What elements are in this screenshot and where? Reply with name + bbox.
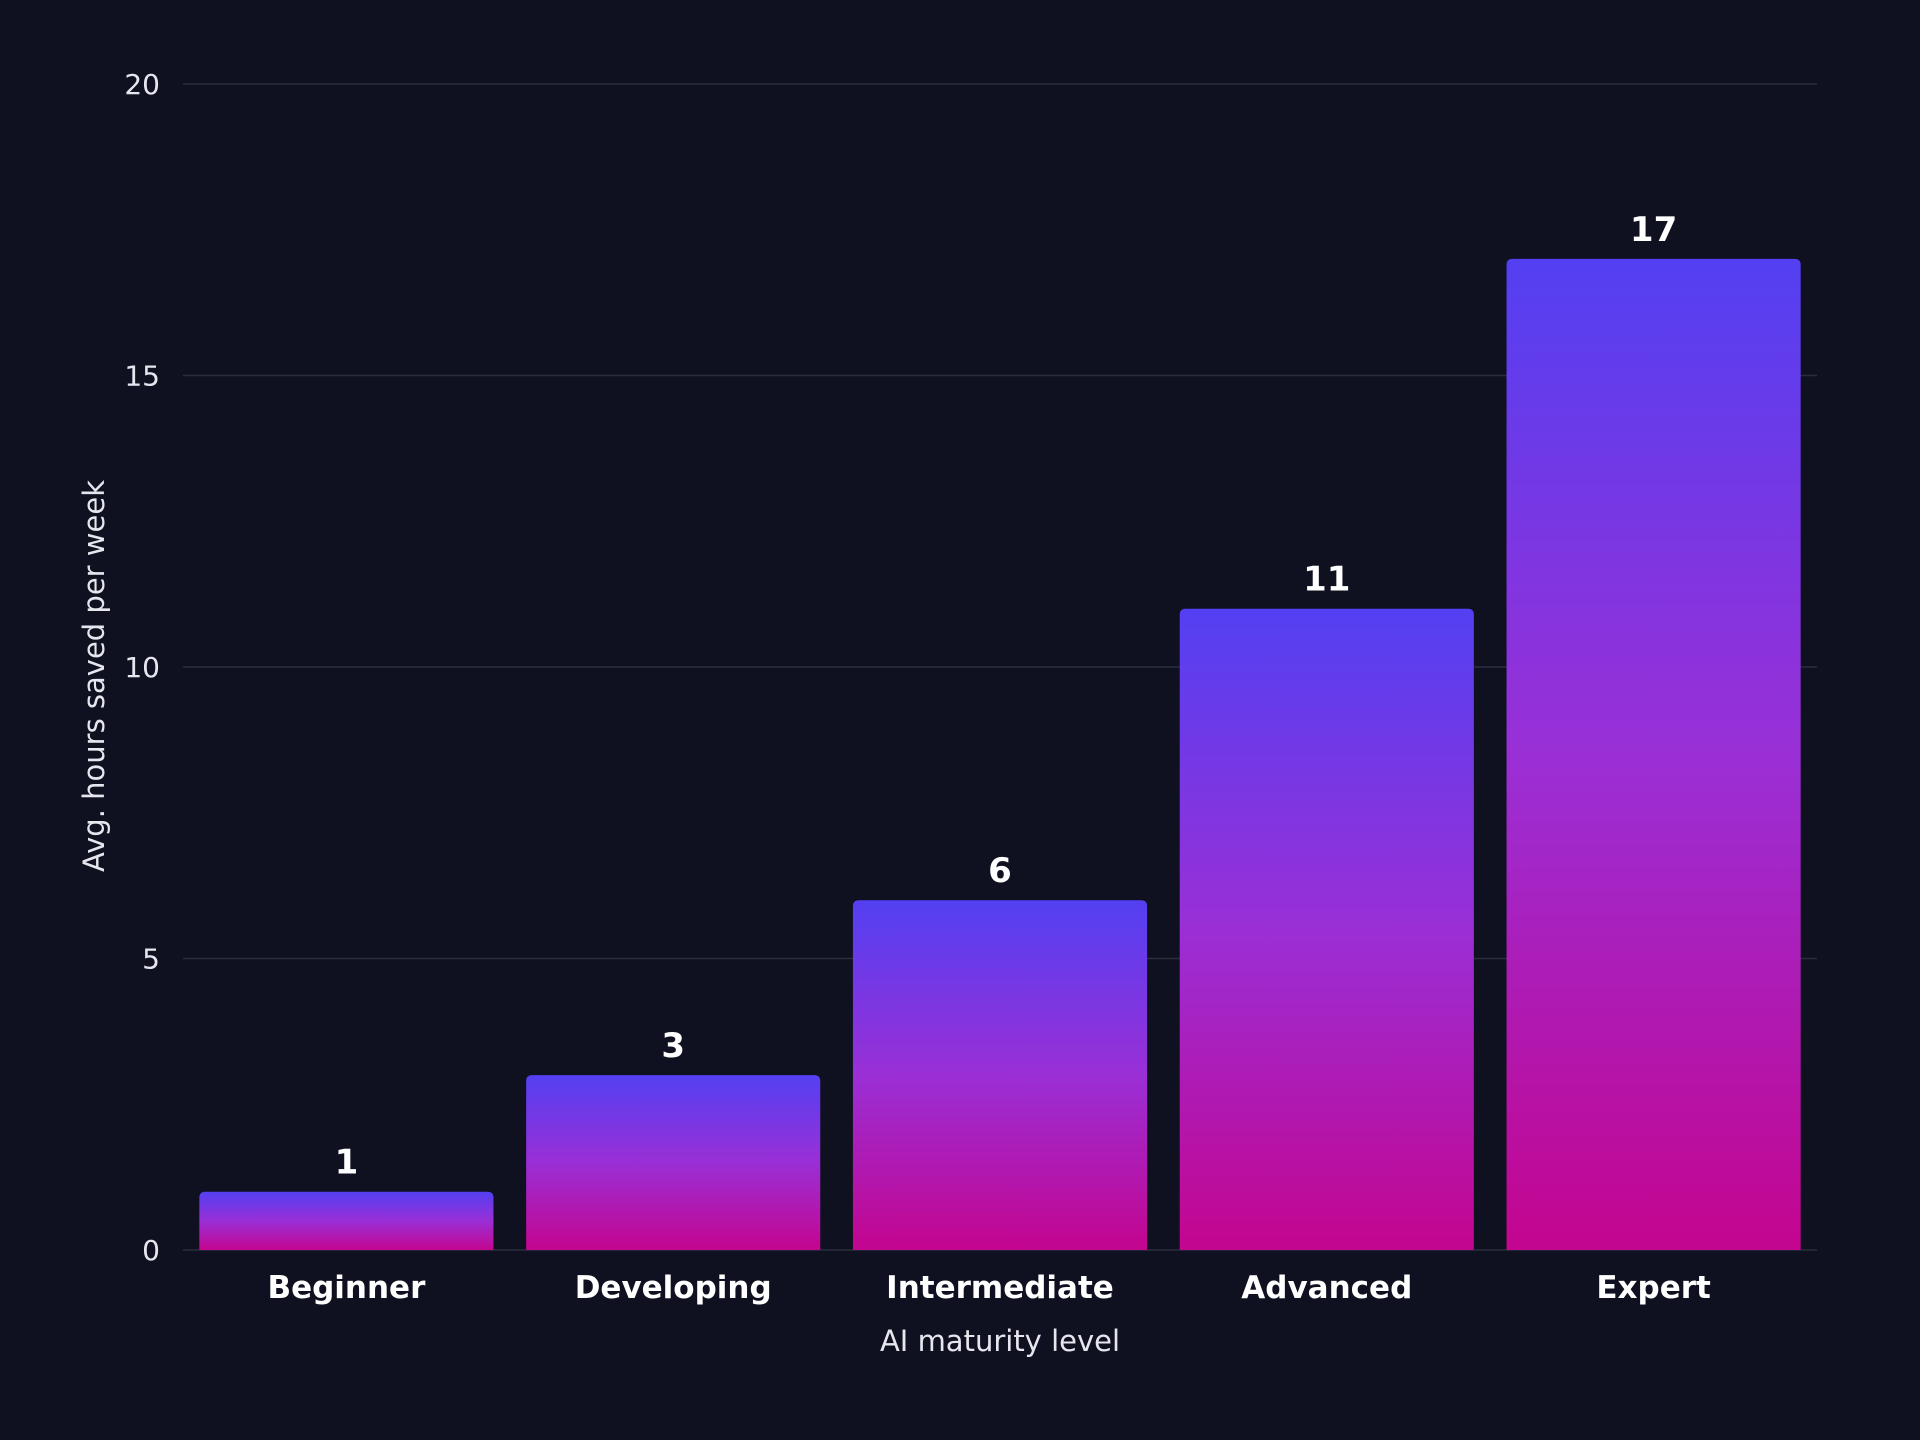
bar-advanced xyxy=(1179,608,1474,1250)
value-label-developing: 3 xyxy=(661,1026,685,1066)
y-tick-label: 5 xyxy=(142,943,160,976)
value-labels: 1 3 6 11 17 xyxy=(335,210,1678,1183)
bars xyxy=(199,258,1801,1250)
value-label-expert: 17 xyxy=(1630,210,1677,250)
y-tick-label: 20 xyxy=(124,68,160,101)
value-label-advanced: 11 xyxy=(1303,560,1350,600)
bar-beginner xyxy=(199,1191,494,1250)
value-label-intermediate: 6 xyxy=(988,851,1012,891)
category-label-beginner: Beginner xyxy=(267,1270,426,1306)
y-tick-label: 0 xyxy=(142,1234,160,1267)
y-tick-label: 15 xyxy=(124,360,160,393)
category-label-intermediate: Intermediate xyxy=(886,1270,1114,1306)
y-axis-title: Avg. hours saved per week xyxy=(77,480,111,872)
category-label-expert: Expert xyxy=(1596,1270,1711,1306)
bar-expert xyxy=(1506,258,1801,1250)
x-axis-categories: Beginner Developing Intermediate Advanced Ex… xyxy=(267,1270,1711,1306)
category-label-developing: Developing xyxy=(575,1270,772,1306)
y-axis-ticks: 0 5 10 15 20 xyxy=(124,68,160,1267)
category-label-advanced: Advanced xyxy=(1241,1270,1412,1306)
y-tick-label: 10 xyxy=(124,651,160,684)
x-axis-title: AI maturity level xyxy=(880,1324,1120,1358)
bar-intermediate xyxy=(852,900,1148,1250)
bar-developing xyxy=(526,1075,821,1250)
value-label-beginner: 1 xyxy=(335,1143,359,1183)
